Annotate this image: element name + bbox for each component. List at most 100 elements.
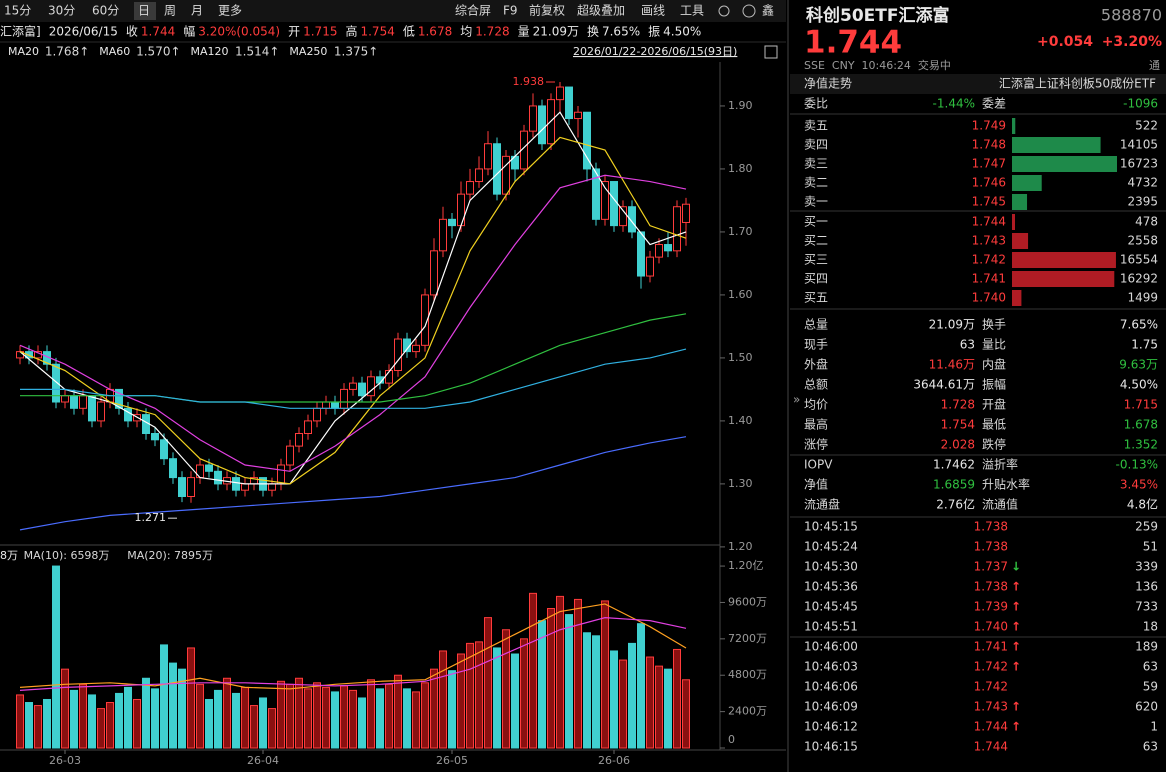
tool-button[interactable]: 工具	[680, 4, 704, 18]
volume-bar	[637, 623, 645, 749]
period-tab[interactable]: 60分	[92, 4, 119, 18]
stat-value: 2.028	[941, 438, 975, 452]
candle-body	[52, 363, 60, 403]
toolbar-bg	[0, 0, 786, 22]
volume-bar	[70, 689, 78, 749]
annotation: 1.938	[513, 75, 545, 88]
period-tab[interactable]: 15分	[4, 4, 31, 18]
period-tab[interactable]: 周	[164, 4, 176, 18]
period-tab[interactable]: 30分	[48, 4, 75, 18]
book-label: 卖一	[804, 195, 828, 209]
book-price: 1.744	[972, 215, 1006, 229]
close-box[interactable]	[764, 45, 778, 59]
volume-bar	[475, 641, 483, 749]
stat-label: 均价	[804, 398, 828, 412]
quote-name: 科创50ETF汇添富	[806, 5, 949, 26]
candle-body	[322, 401, 330, 409]
stat-label: 现手	[804, 338, 828, 352]
tool-button[interactable]: 超级叠加	[577, 3, 625, 18]
candle-body	[214, 470, 222, 485]
candle-body	[592, 168, 600, 220]
book-volume: 2558	[1127, 234, 1158, 248]
volume-bar	[205, 698, 213, 749]
info-label: 开	[288, 25, 300, 39]
volume-bar	[493, 647, 501, 749]
volume-bar	[556, 595, 564, 749]
ratio-label: 委比	[804, 97, 828, 111]
tick-time: 10:45:36	[804, 580, 858, 594]
volume-bar	[34, 705, 42, 749]
stat-value: 3644.61万	[913, 378, 975, 392]
close-icon[interactable]	[742, 4, 756, 18]
candle-body	[79, 395, 87, 409]
book-bar	[1012, 252, 1116, 268]
tick-price: 1.742	[974, 660, 1008, 674]
tick-arrow: ↑	[1011, 660, 1021, 674]
period-tab[interactable]: 更多	[218, 4, 242, 18]
y-tick-label: 1.90	[728, 99, 753, 112]
volume-bar	[241, 686, 249, 749]
nav-title[interactable]: 净值走势	[804, 76, 852, 91]
volume-bar	[619, 659, 627, 749]
y-tick-label: 1.40	[728, 414, 753, 427]
book-bar	[1012, 175, 1042, 191]
tick-time: 10:46:12	[804, 720, 858, 734]
volume-bar	[601, 600, 609, 749]
volume-bar	[349, 689, 357, 749]
tick-price: 1.738	[974, 520, 1008, 534]
tick-arrow: ↑	[1011, 600, 1021, 614]
tick-price: 1.740	[974, 620, 1008, 634]
volume-bar	[187, 647, 195, 749]
volume-bar	[259, 697, 267, 749]
tool-button[interactable]: F9	[503, 4, 518, 18]
stat-value: 63	[960, 338, 975, 352]
y-tick-label: 1.20	[728, 540, 753, 553]
settings-icon[interactable]	[718, 5, 730, 17]
ratio-value: -1.44%	[933, 97, 975, 111]
candle-body	[637, 231, 645, 277]
volume-ma-line	[19, 617, 687, 691]
stat-value: 1.75	[1131, 338, 1158, 352]
tick-arrow: ↑	[1011, 580, 1021, 594]
info-date: 2026/06/15	[49, 25, 118, 39]
tick-price: 1.744	[974, 720, 1008, 734]
stat-label: 量比	[982, 338, 1006, 352]
volume-bar	[646, 656, 654, 749]
candle-body	[673, 206, 681, 252]
candle-body	[232, 477, 240, 491]
book-volume: 16292	[1120, 272, 1158, 286]
volume-bar	[277, 680, 285, 749]
volume-bar	[340, 685, 348, 749]
candle-body	[88, 395, 96, 422]
volume-bar	[16, 694, 24, 749]
expand-icon[interactable]: »	[793, 393, 800, 407]
annotation: 1.271	[135, 511, 167, 524]
tick-arrow: ↑	[1011, 700, 1021, 714]
book-bar	[1012, 271, 1115, 287]
v-tick-label: 0	[728, 733, 735, 746]
book-price: 1.749	[972, 119, 1006, 133]
volume-bar	[367, 679, 375, 749]
tool-button[interactable]: 综合屏	[455, 3, 491, 18]
volume-bar	[124, 686, 132, 749]
volume-bar	[457, 653, 465, 749]
candle-body	[430, 250, 438, 296]
period-tab[interactable]: 月	[191, 4, 203, 18]
tick-volume: 59	[1143, 680, 1158, 694]
volume-bar	[79, 683, 87, 749]
volume-bar	[664, 668, 672, 749]
book-label: 买三	[804, 253, 828, 267]
book-bar	[1012, 290, 1022, 306]
candle-body	[205, 464, 213, 472]
y-tick-label: 1.60	[728, 288, 753, 301]
volume-bar	[61, 668, 69, 749]
candle-body	[160, 439, 168, 460]
quote-tail: 通	[1149, 59, 1160, 72]
volume-bar	[322, 686, 330, 749]
tool-button[interactable]: 前复权	[529, 3, 565, 18]
period-tab[interactable]: 日	[138, 4, 150, 18]
stat-label: 跌停	[982, 437, 1006, 452]
book-label: 买四	[804, 272, 828, 286]
tool-button[interactable]: 画线	[641, 4, 665, 18]
info-value: 1.754	[360, 25, 394, 39]
